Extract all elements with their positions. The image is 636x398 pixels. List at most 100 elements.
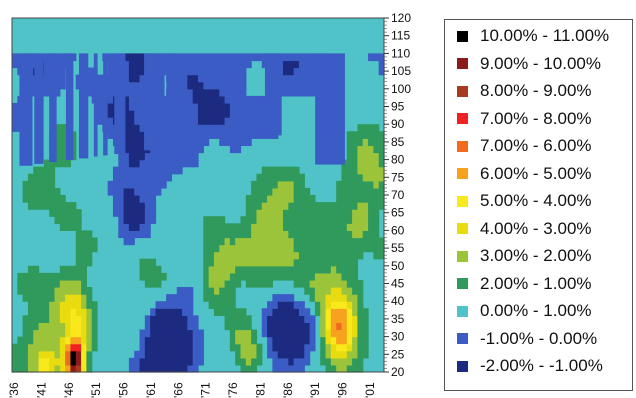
heatmap-cell — [272, 244, 279, 253]
heatmap-cell — [150, 180, 157, 189]
heatmap-cell — [283, 315, 289, 324]
heatmap-cell — [346, 131, 353, 139]
heatmap-cell — [38, 350, 45, 359]
heatmap-streak — [103, 53, 108, 156]
heatmap-cell — [219, 230, 226, 239]
heatmap-cell — [123, 223, 130, 231]
heatmap-cell — [198, 336, 204, 345]
legend-item: 0.00% - 1.00% — [457, 301, 592, 321]
heatmap-cell — [341, 166, 348, 175]
heatmap-cell — [192, 124, 199, 132]
heatmap-cell — [65, 350, 72, 359]
heatmap-cell — [59, 209, 66, 217]
heatmap-cell — [75, 258, 82, 267]
heatmap-cell — [378, 244, 385, 253]
heatmap-cell — [368, 53, 374, 62]
heatmap-cell — [43, 67, 50, 76]
heatmap-cell — [182, 152, 188, 161]
heatmap-cell — [203, 244, 210, 253]
heatmap-cell — [155, 357, 162, 366]
heatmap-cell — [320, 301, 327, 309]
heatmap-cell — [240, 308, 247, 316]
heatmap-cell — [224, 294, 231, 302]
heatmap-cell — [325, 364, 332, 373]
heatmap-cell — [198, 102, 204, 111]
heatmap-cell — [224, 308, 231, 316]
heatmap-cell — [304, 287, 311, 295]
heatmap-cell — [144, 258, 151, 267]
heatmap-cell — [256, 350, 263, 359]
heatmap-cell — [70, 53, 77, 62]
heatmap-cell — [65, 216, 72, 224]
heatmap-cell — [176, 117, 183, 125]
heatmap-cell — [314, 287, 321, 295]
heatmap-cell — [81, 350, 87, 359]
heatmap-cell — [144, 216, 151, 224]
heatmap-cell — [352, 131, 359, 139]
heatmap-cell — [373, 251, 380, 260]
heatmap-cell — [251, 187, 258, 196]
heatmap-cell — [22, 343, 29, 352]
heatmap-cell — [75, 251, 82, 260]
heatmap-cell — [12, 102, 18, 111]
heatmap-cell — [75, 364, 82, 373]
heatmap-cell — [229, 223, 236, 231]
heatmap-cell — [336, 350, 343, 359]
heatmap-cell — [298, 88, 305, 97]
heatmap-cell — [256, 216, 263, 224]
heatmap-cell — [235, 102, 242, 111]
heatmap-cell — [59, 145, 66, 154]
heatmap-cell — [357, 159, 364, 168]
heatmap-cell — [298, 74, 305, 83]
x-tick-label: '36 — [7, 382, 21, 398]
legend-item: 3.00% - 2.00% — [457, 246, 592, 266]
heatmap-cell — [314, 230, 321, 239]
heatmap-cell — [272, 322, 279, 331]
heatmap-cell — [187, 117, 194, 125]
heatmap-cell — [81, 244, 87, 253]
heatmap-cell — [346, 357, 353, 366]
heatmap-cell — [54, 322, 61, 331]
heatmap-cell — [49, 202, 56, 210]
legend-item: 9.00% - 10.00% — [457, 54, 601, 74]
heatmap-cell — [54, 216, 61, 224]
heatmap-cell — [288, 350, 295, 359]
heatmap-cell — [336, 315, 343, 324]
heatmap-cell — [176, 95, 183, 104]
heatmap-cell — [352, 237, 359, 246]
legend-swatch — [457, 195, 468, 207]
heatmap-cell — [150, 322, 157, 331]
heatmap-cell — [150, 350, 157, 359]
heatmap-cell — [97, 95, 103, 104]
heatmap-cell — [208, 216, 215, 224]
heatmap-cell — [97, 88, 103, 97]
heatmap-cell — [341, 209, 348, 217]
y-tick-label: 110 — [391, 46, 410, 60]
heatmap-cell — [251, 131, 258, 139]
heatmap-cell — [49, 279, 56, 288]
heatmap-cell — [245, 237, 252, 246]
heatmap-cell — [139, 329, 146, 338]
heatmap-cell — [54, 364, 61, 373]
heatmap-cell — [224, 301, 231, 309]
heatmap-cell — [166, 329, 173, 338]
heatmap-cell — [293, 67, 300, 76]
heatmap-cell — [235, 131, 242, 139]
heatmap-cell — [298, 60, 305, 69]
heatmap-cell — [293, 180, 300, 189]
heatmap-cell — [155, 166, 162, 175]
heatmap-cell — [182, 336, 188, 345]
heatmap-cell — [272, 357, 279, 366]
heatmap-cell — [213, 244, 220, 253]
heatmap-cell — [309, 279, 316, 288]
heatmap-cell — [144, 159, 151, 168]
legend-label: 0.00% - 1.00% — [480, 301, 592, 320]
heatmap-cell — [245, 322, 252, 331]
heatmap-cell — [33, 202, 40, 210]
heatmap-cell — [288, 187, 295, 196]
heatmap-cell — [352, 279, 359, 288]
heatmap-cell — [293, 74, 300, 83]
heatmap-cell — [346, 343, 353, 352]
heatmap-cell — [352, 272, 359, 281]
heatmap-cell — [91, 343, 98, 352]
